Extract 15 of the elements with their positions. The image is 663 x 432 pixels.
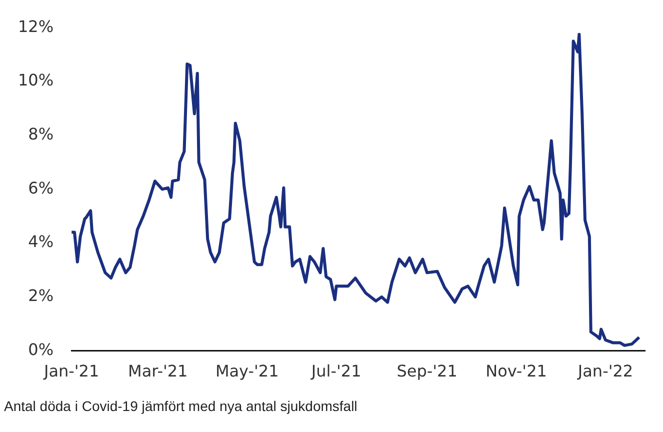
y-tick-label: 2% bbox=[28, 286, 54, 306]
y-tick-label: 4% bbox=[28, 232, 54, 252]
x-tick-label: Sep-'21 bbox=[396, 362, 458, 381]
y-tick-label: 12% bbox=[18, 16, 54, 36]
x-tick-label: Jan-'21 bbox=[42, 362, 100, 381]
x-tick-label: Jan-'22 bbox=[576, 362, 634, 381]
x-tick-label: Jul-'21 bbox=[310, 362, 362, 381]
y-tick-label: 6% bbox=[28, 178, 54, 198]
text: Antal döda i Covid-19 jämfört med nya antal sjukdomsfall bbox=[4, 398, 358, 414]
x-tick-label: Mar-'21 bbox=[128, 362, 188, 381]
y-tick-label: 10% bbox=[18, 70, 54, 90]
x-tick-label: Nov-'21 bbox=[486, 362, 547, 381]
y-tick-label: 8% bbox=[28, 124, 54, 144]
x-tick-label: May-'21 bbox=[215, 362, 279, 381]
y-tick-label: 0% bbox=[28, 340, 54, 359]
